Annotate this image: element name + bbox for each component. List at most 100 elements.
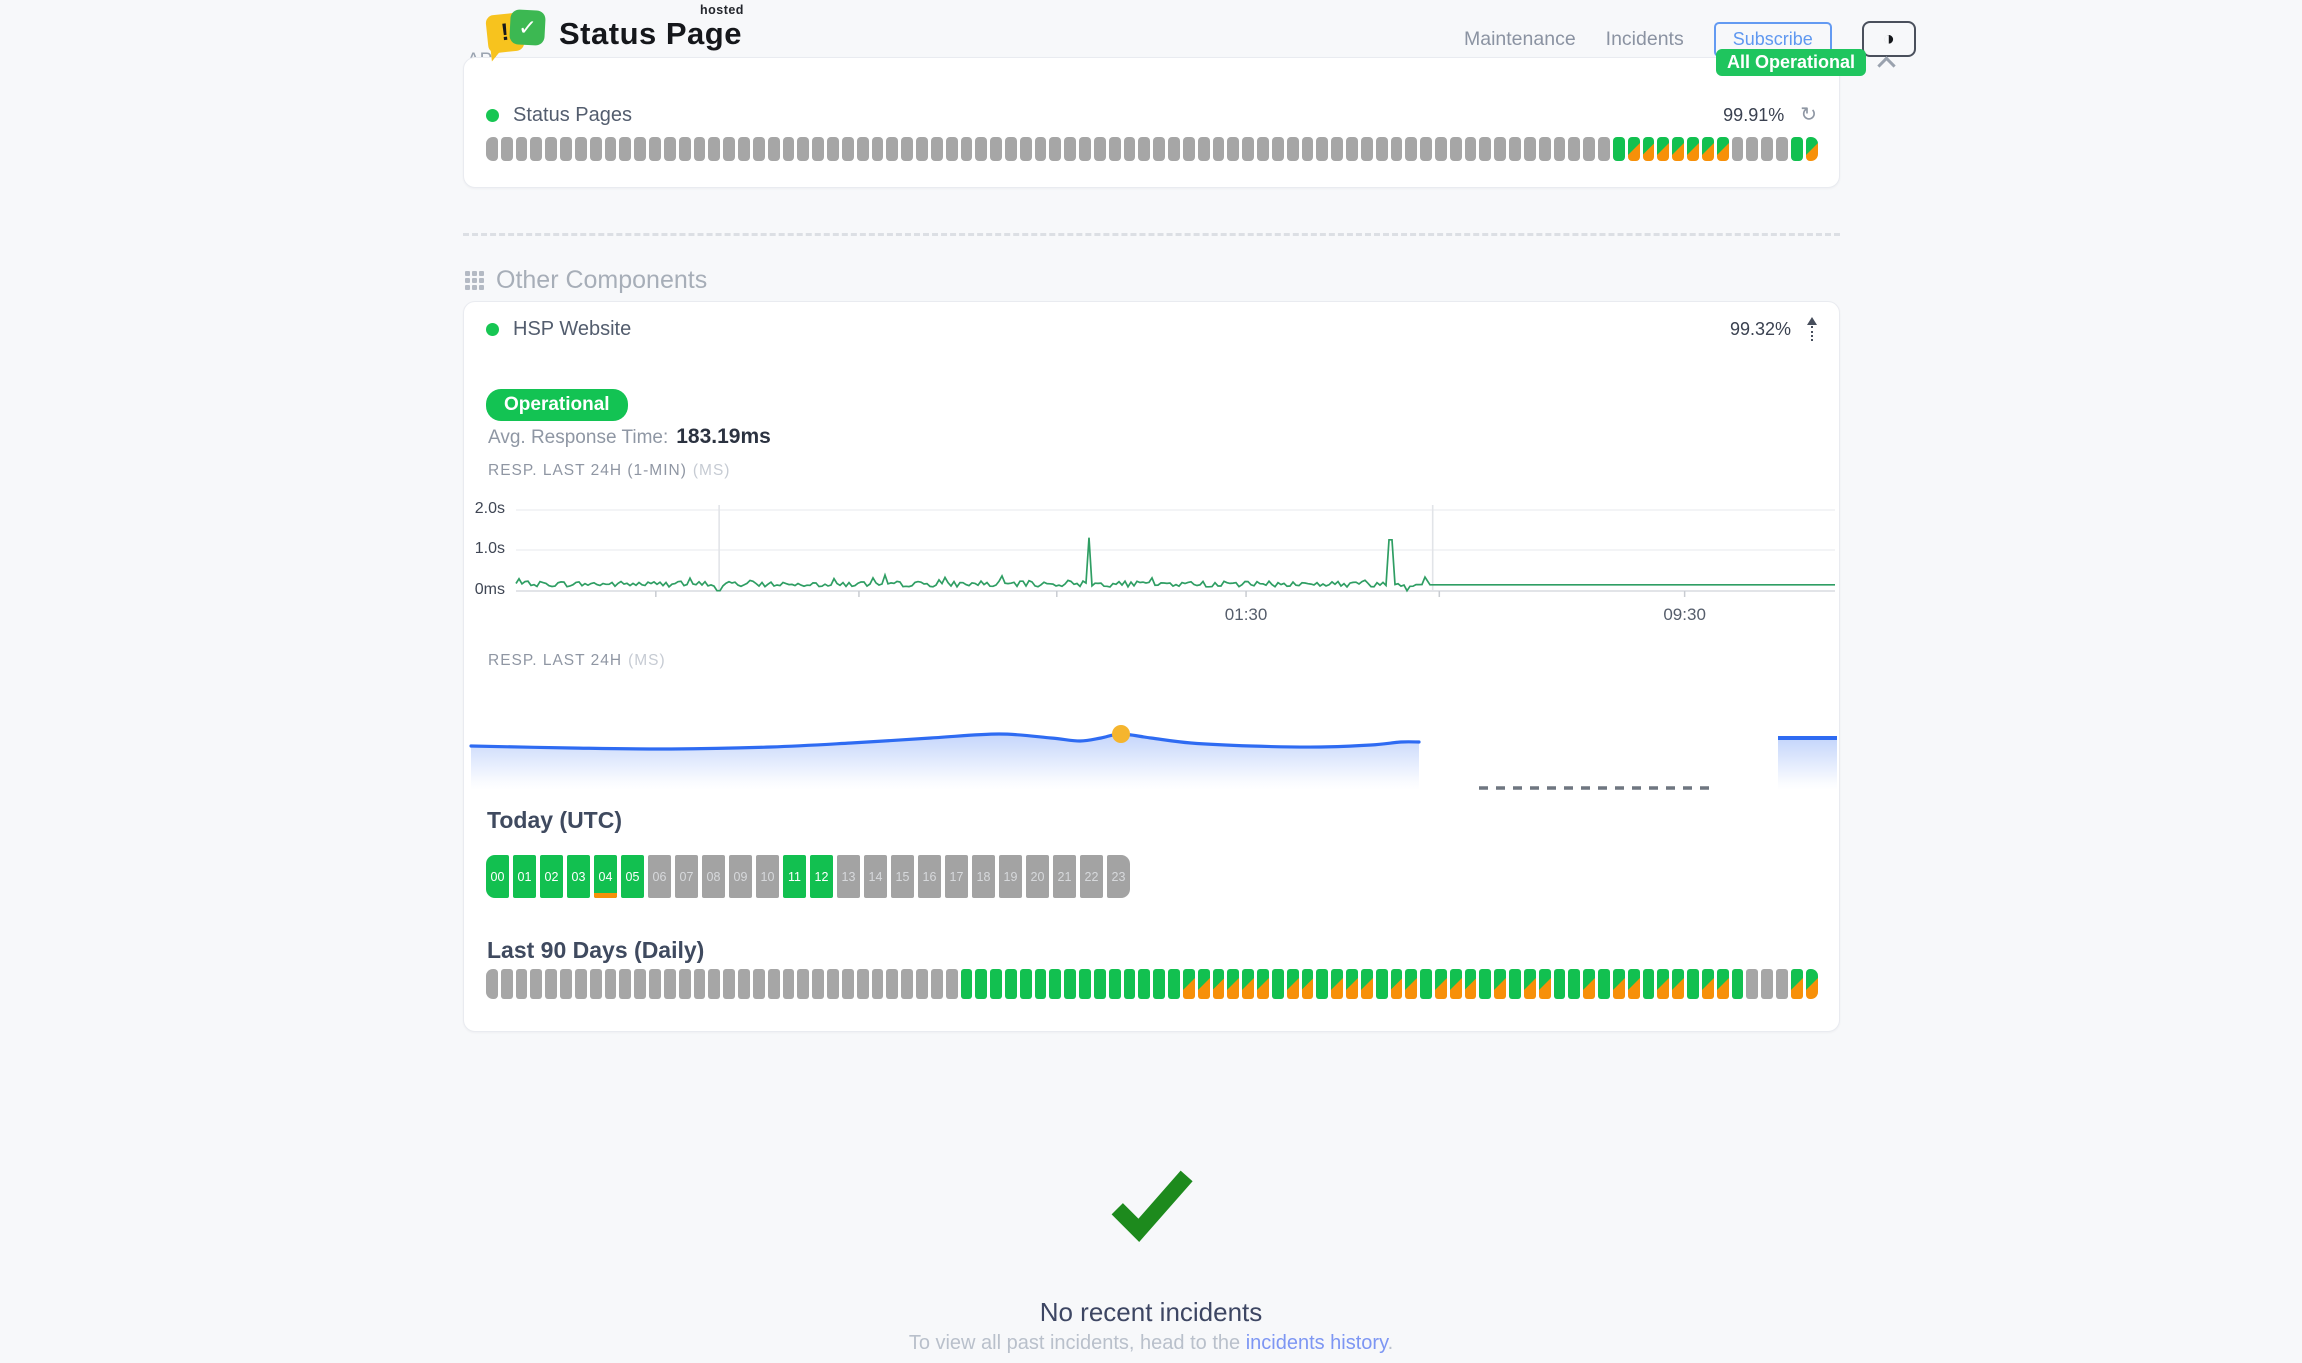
uptime-bar[interactable] — [1360, 137, 1373, 161]
resp-24h-area-chart[interactable] — [469, 690, 1837, 800]
day-bar[interactable] — [604, 969, 617, 999]
uptime-bar[interactable] — [619, 137, 632, 161]
uptime-bar[interactable] — [1657, 137, 1670, 161]
day-bar[interactable] — [1197, 969, 1210, 999]
uptime-bar[interactable] — [1642, 137, 1655, 161]
day-bar[interactable] — [1093, 969, 1106, 999]
day-bar[interactable] — [1790, 969, 1803, 999]
uptime-bar[interactable] — [589, 137, 602, 161]
uptime-bar[interactable] — [930, 137, 943, 161]
day-bar[interactable] — [1405, 969, 1418, 999]
day-bar[interactable] — [1583, 969, 1596, 999]
uptime-bar[interactable] — [1790, 137, 1803, 161]
uptime-bar[interactable] — [1390, 137, 1403, 161]
uptime-bar[interactable] — [975, 137, 988, 161]
day-bar[interactable] — [886, 969, 899, 999]
uptime-bar[interactable] — [1494, 137, 1507, 161]
uptime-bar[interactable] — [990, 137, 1002, 161]
day-bar[interactable] — [1316, 969, 1329, 999]
hour-block-23[interactable]: 23 — [1107, 855, 1130, 898]
uptime-bar[interactable] — [1301, 137, 1314, 161]
uptime-bar[interactable] — [1271, 137, 1284, 161]
uptime-bar[interactable] — [604, 137, 617, 161]
hour-block-11[interactable]: 11 — [783, 855, 806, 898]
day-bar[interactable] — [1553, 969, 1566, 999]
day-bar[interactable] — [1004, 969, 1017, 999]
uptime-bar[interactable] — [530, 137, 543, 161]
day-bar[interactable] — [1331, 969, 1344, 999]
uptime-bar[interactable] — [1420, 137, 1432, 161]
uptime-bar[interactable] — [945, 137, 958, 161]
day-bar[interactable] — [486, 969, 498, 999]
uptime-bar[interactable] — [1701, 137, 1714, 161]
collapse-arrow-icon[interactable] — [1807, 317, 1817, 341]
hour-block-10[interactable]: 10 — [756, 855, 779, 898]
day-bar[interactable] — [515, 969, 528, 999]
overall-status-badge[interactable]: All Operational — [1716, 49, 1867, 76]
day-bar[interactable] — [797, 969, 810, 999]
day-bar[interactable] — [1805, 969, 1818, 999]
hour-block-00[interactable]: 00 — [486, 855, 509, 898]
theme-toggle-button[interactable]: ◑ — [1861, 21, 1916, 57]
day-bar[interactable] — [827, 969, 839, 999]
day-bar[interactable] — [678, 969, 691, 999]
day-bar[interactable] — [1672, 969, 1685, 999]
refresh-icon[interactable]: ↻ — [1800, 104, 1817, 126]
hour-block-17[interactable]: 17 — [945, 855, 968, 898]
day-bar[interactable] — [1746, 969, 1759, 999]
day-bar[interactable] — [1346, 969, 1358, 999]
day-bar[interactable] — [856, 969, 869, 999]
nav-incidents[interactable]: Incidents — [1605, 27, 1684, 50]
uptime-bar[interactable] — [560, 137, 572, 161]
uptime-bar[interactable] — [1598, 137, 1610, 161]
nav-maintenance[interactable]: Maintenance — [1464, 27, 1576, 50]
uptime-bar[interactable] — [1212, 137, 1225, 161]
day-bar[interactable] — [1420, 969, 1432, 999]
day-bar[interactable] — [1182, 969, 1195, 999]
uptime-bar[interactable] — [1464, 137, 1477, 161]
uptime-bar[interactable] — [916, 137, 928, 161]
day-bar[interactable] — [1464, 969, 1477, 999]
uptime-bar[interactable] — [1583, 137, 1596, 161]
uptime-bar[interactable] — [1731, 137, 1744, 161]
day-bar[interactable] — [1286, 969, 1299, 999]
uptime-bar[interactable] — [960, 137, 973, 161]
day-bar[interactable] — [1509, 969, 1521, 999]
day-bar[interactable] — [1701, 969, 1714, 999]
uptime-bar[interactable] — [1227, 137, 1240, 161]
uptime-bar[interactable] — [1182, 137, 1195, 161]
day-bar[interactable] — [767, 969, 780, 999]
uptime-bar[interactable] — [1108, 137, 1121, 161]
day-bar[interactable] — [1627, 969, 1640, 999]
uptime-bar[interactable] — [545, 137, 558, 161]
day-bar[interactable] — [1523, 969, 1536, 999]
hour-block-20[interactable]: 20 — [1026, 855, 1049, 898]
uptime-bar[interactable] — [1776, 137, 1788, 161]
uptime-bar[interactable] — [1375, 137, 1388, 161]
uptime-bar[interactable] — [1568, 137, 1581, 161]
day-bar[interactable] — [1687, 969, 1699, 999]
uptime-bar[interactable] — [1316, 137, 1329, 161]
hour-block-02[interactable]: 02 — [540, 855, 563, 898]
day-bar[interactable] — [1761, 969, 1774, 999]
day-bar[interactable] — [738, 969, 750, 999]
hour-block-06[interactable]: 06 — [648, 855, 671, 898]
hour-block-22[interactable]: 22 — [1080, 855, 1103, 898]
uptime-bar[interactable] — [1761, 137, 1774, 161]
day-bar[interactable] — [1390, 969, 1403, 999]
day-bar[interactable] — [1271, 969, 1284, 999]
uptime-bar[interactable] — [738, 137, 750, 161]
day-bar[interactable] — [916, 969, 928, 999]
day-bar[interactable] — [663, 969, 676, 999]
uptime-bar[interactable] — [1449, 137, 1462, 161]
uptime-bar[interactable] — [752, 137, 765, 161]
day-bar[interactable] — [1212, 969, 1225, 999]
day-bar[interactable] — [752, 969, 765, 999]
day-bar[interactable] — [1242, 969, 1255, 999]
uptime-bar[interactable] — [871, 137, 884, 161]
day-bar[interactable] — [782, 969, 795, 999]
uptime-bar[interactable] — [1197, 137, 1210, 161]
uptime-bar[interactable] — [767, 137, 780, 161]
hour-block-12[interactable]: 12 — [810, 855, 833, 898]
day-bar[interactable] — [723, 969, 736, 999]
